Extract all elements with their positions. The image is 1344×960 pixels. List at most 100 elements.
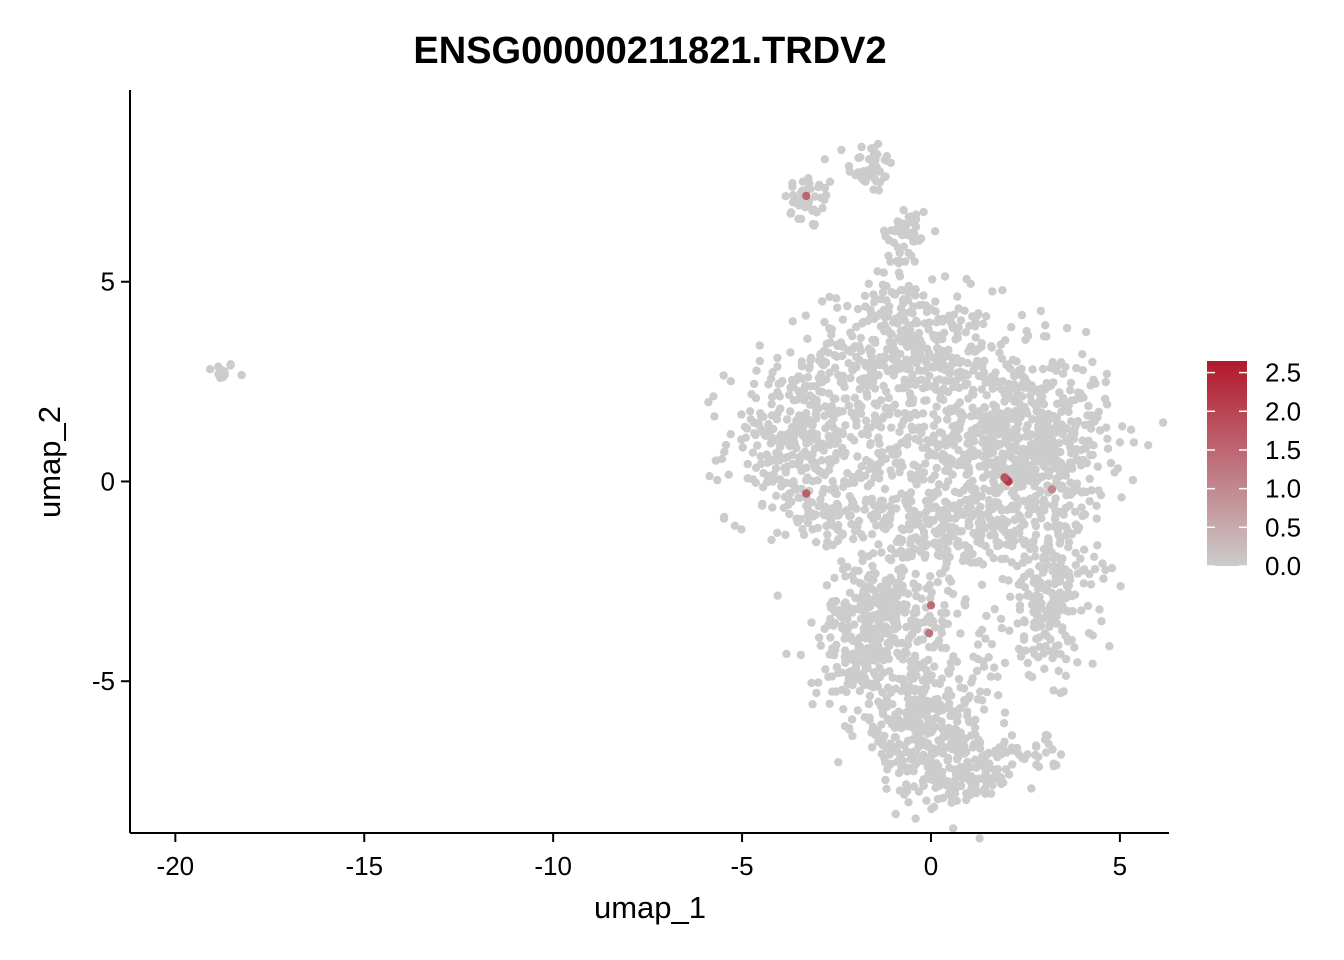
cell-point [927, 671, 936, 680]
cell-point [898, 581, 907, 590]
cell-point [1014, 457, 1023, 466]
cell-point [879, 655, 888, 665]
cell-point [839, 705, 848, 714]
cell-point [954, 446, 963, 455]
cell-point [939, 516, 948, 525]
cell-point [935, 746, 945, 755]
cell-point [1055, 569, 1064, 578]
cell-point [986, 446, 995, 455]
cell-point [919, 781, 928, 791]
cell-point [852, 322, 861, 332]
cell-point [1000, 390, 1009, 399]
cell-point [929, 539, 939, 548]
cell-point [919, 710, 928, 719]
cell-point [977, 342, 986, 352]
cell-point [1009, 383, 1018, 392]
cell-point [791, 194, 800, 203]
cell-point [944, 686, 953, 695]
cell-point [880, 484, 890, 494]
cell-point [1076, 554, 1085, 563]
cell-point [871, 731, 881, 740]
cell-point [1012, 561, 1022, 571]
cell-point [998, 286, 1007, 295]
cell-point [922, 396, 931, 405]
cell-point [822, 581, 832, 590]
cell-point [1012, 357, 1021, 366]
cell-point [868, 561, 877, 571]
y-tick-label: 5 [101, 267, 115, 297]
cell-point [910, 257, 919, 266]
cell-point [1099, 574, 1108, 583]
cell-point [879, 381, 888, 391]
cell-point [751, 463, 761, 472]
cell-point [863, 423, 872, 433]
cell-point [940, 272, 950, 281]
cell-point [848, 731, 857, 741]
cell-point [984, 653, 993, 662]
cell-point [804, 174, 813, 183]
cell-point [868, 359, 877, 368]
y-tick-label: 0 [101, 466, 115, 496]
cell-point [1078, 487, 1088, 496]
cell-point [919, 207, 928, 217]
cell-point [981, 634, 990, 643]
cell-point [853, 304, 863, 314]
cell-point [832, 499, 842, 509]
expressing-cell-point [802, 489, 811, 498]
cell-point [876, 458, 886, 467]
cell-point [926, 618, 936, 628]
cell-point [857, 549, 866, 559]
cell-point [849, 652, 859, 661]
cell-point [1020, 471, 1029, 480]
cell-point [1071, 507, 1080, 516]
cell-point [887, 423, 896, 432]
cell-point [1035, 613, 1044, 622]
cell-point [929, 421, 938, 430]
cell-point [768, 503, 777, 512]
cell-point [980, 784, 990, 793]
cell-point [904, 681, 914, 690]
cell-point [875, 634, 885, 643]
cell-point [911, 210, 921, 219]
cell-point [810, 382, 820, 391]
cell-point [1019, 635, 1029, 644]
cell-point [891, 809, 900, 819]
cell-point [829, 651, 839, 660]
cell-point [893, 622, 902, 632]
cell-point [867, 743, 877, 752]
cell-point [1031, 741, 1041, 750]
cell-point [1065, 528, 1074, 537]
cell-point [836, 378, 846, 387]
cell-point [775, 456, 784, 465]
cell-point [910, 653, 920, 663]
cell-point [1042, 332, 1051, 341]
cell-point [991, 497, 1001, 507]
cell-point [866, 679, 876, 688]
cell-point [849, 361, 859, 370]
cell-point [752, 366, 761, 375]
cell-point [912, 316, 921, 326]
cell-point [962, 470, 971, 479]
cell-point [1057, 407, 1066, 417]
cell-point [797, 357, 806, 366]
cell-point [974, 371, 984, 381]
cell-point [1006, 442, 1015, 451]
cell-point [970, 723, 980, 733]
cell-point [1107, 563, 1117, 573]
cell-point [870, 298, 879, 307]
cell-point [1001, 432, 1010, 441]
cell-point [1088, 357, 1097, 367]
cell-point [866, 654, 875, 663]
x-tick-label: -15 [345, 851, 383, 881]
cell-point [1118, 422, 1127, 431]
cell-point [911, 285, 920, 294]
cell-point [826, 614, 835, 624]
cell-point [1066, 378, 1076, 388]
cell-point [808, 220, 818, 229]
expressing-cell-point [924, 629, 934, 638]
cell-point [801, 311, 810, 320]
cell-point [1018, 516, 1027, 526]
cell-point [989, 663, 999, 672]
cell-point [877, 448, 887, 457]
cell-point [952, 657, 962, 666]
